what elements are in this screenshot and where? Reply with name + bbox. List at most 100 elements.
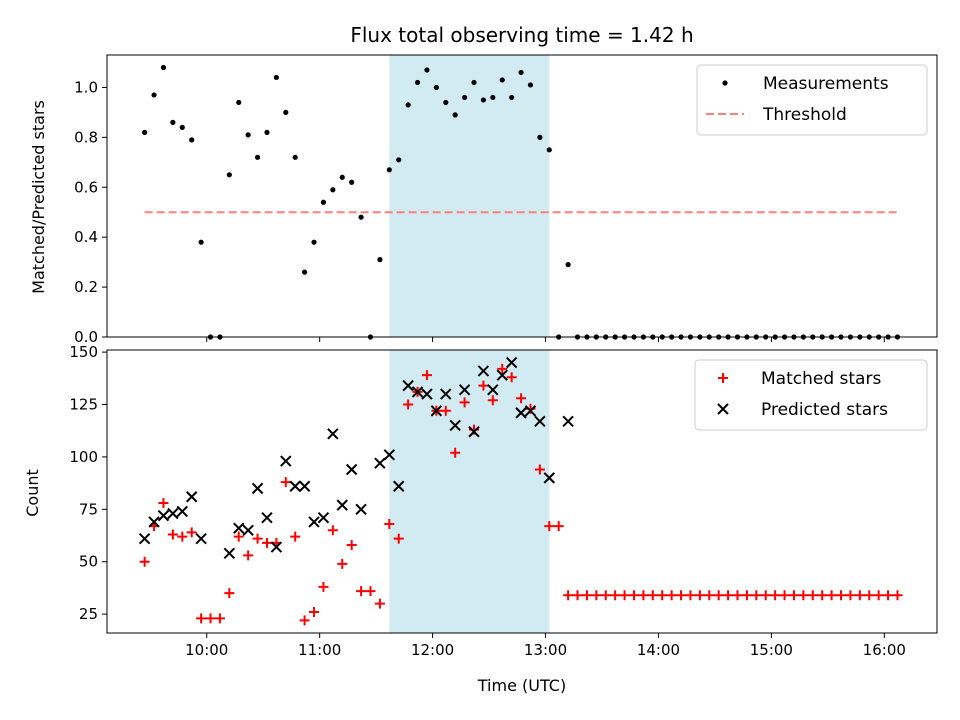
y-tick-label: 0.8 — [74, 128, 98, 146]
matched-point — [196, 613, 207, 624]
matched-point — [770, 590, 781, 601]
matched-point — [544, 521, 555, 532]
matched-point — [723, 590, 734, 601]
predicted-point — [195, 532, 207, 545]
predicted-point — [515, 407, 527, 419]
predicted-point — [157, 509, 170, 522]
predicted-point — [543, 472, 555, 484]
matched-point — [158, 498, 169, 509]
measurement-point — [245, 132, 251, 138]
measurement-point — [189, 137, 195, 143]
y-tick-label: 50 — [79, 553, 98, 571]
matched-point — [516, 393, 527, 404]
matched-point — [243, 550, 254, 561]
matched-point — [817, 590, 828, 601]
x-tick-label: 12:00 — [411, 641, 454, 659]
matched-point — [214, 613, 225, 624]
legend-box — [694, 359, 928, 431]
y-tick-label: 0.6 — [74, 178, 98, 196]
legend-x-icon — [717, 403, 729, 415]
legend-label: Predicted stars — [761, 400, 888, 420]
measurement-point — [151, 92, 157, 98]
x-tick-label: 13:00 — [524, 641, 567, 659]
matched-point — [685, 590, 696, 601]
y-tick-label: 0.2 — [74, 278, 98, 296]
matched-point — [638, 590, 649, 601]
measurement-point — [546, 147, 552, 153]
y-tick-label: 0.0 — [74, 328, 98, 346]
matched-point — [854, 590, 865, 601]
measurement-point — [414, 79, 421, 86]
matched-point — [807, 590, 818, 601]
matched-point — [883, 590, 894, 601]
matched-point — [280, 477, 291, 488]
x-tick-label: 16:00 — [863, 641, 906, 659]
predicted-point — [562, 415, 574, 427]
matched-point — [205, 613, 216, 624]
measurement-point — [405, 102, 411, 108]
predicted-point — [327, 428, 339, 440]
measurement-point — [471, 79, 477, 86]
matched-point — [440, 405, 451, 416]
matched-point — [892, 590, 903, 601]
matched-point — [845, 590, 856, 601]
matched-point — [713, 590, 724, 601]
matched-point — [732, 590, 743, 601]
measurement-point — [160, 64, 167, 71]
matched-point — [139, 556, 150, 567]
measurement-point — [527, 82, 534, 88]
matched-point — [826, 590, 837, 601]
y-tick-label: 25 — [79, 605, 98, 623]
measurement-point — [254, 154, 261, 160]
x-axis-label: Time (UTC) — [477, 676, 566, 695]
bottom-y-axis-label: Count — [23, 469, 42, 517]
predicted-point — [176, 505, 188, 518]
matched-point — [233, 531, 244, 542]
matched-point — [741, 590, 752, 601]
predicted-point — [270, 541, 283, 553]
measurement-point — [396, 157, 402, 163]
matched-point — [327, 525, 338, 536]
measurement-point — [311, 239, 317, 245]
matched-point — [356, 586, 367, 597]
y-tick-label: 125 — [69, 396, 98, 414]
predicted-point — [458, 384, 471, 396]
y-tick-label: 1.0 — [74, 78, 98, 96]
legend: Measurements Threshold — [696, 64, 928, 136]
matched-point — [167, 529, 178, 540]
chart-title: Flux total observing time = 1.42 h — [350, 23, 693, 47]
matched-point — [261, 537, 272, 548]
legend-label: Threshold — [762, 105, 847, 125]
matched-point — [751, 590, 762, 601]
matched-point — [760, 590, 771, 601]
predicted-point — [167, 507, 179, 520]
matched-point — [290, 531, 301, 542]
predicted-point — [524, 405, 537, 417]
matched-point — [252, 533, 263, 544]
matched-point — [487, 395, 498, 406]
measurement-point — [358, 214, 364, 220]
matched-point — [572, 590, 583, 601]
series-matched-stars — [139, 363, 903, 626]
matched-point — [393, 533, 404, 544]
measurement-point — [198, 239, 204, 245]
predicted-point — [430, 405, 443, 417]
measurement-point — [386, 167, 392, 173]
measurement-point — [480, 97, 487, 103]
measurement-point — [349, 179, 355, 185]
matched-point — [798, 590, 809, 601]
measurement-point — [179, 124, 185, 130]
matched-point — [788, 590, 799, 601]
legend-plus-icon — [718, 373, 728, 383]
matched-point — [581, 590, 592, 601]
predicted-point — [185, 491, 198, 503]
matched-point — [177, 531, 188, 542]
observing-span — [389, 55, 550, 337]
predicted-point — [308, 516, 320, 528]
matched-point — [374, 598, 385, 609]
legend: Matched stars Predicted stars — [694, 359, 928, 431]
legend-label: Matched stars — [761, 369, 881, 389]
matched-point — [534, 464, 545, 475]
matched-point — [309, 607, 320, 618]
top-y-axis-label: Matched/Predicted stars — [29, 100, 48, 294]
